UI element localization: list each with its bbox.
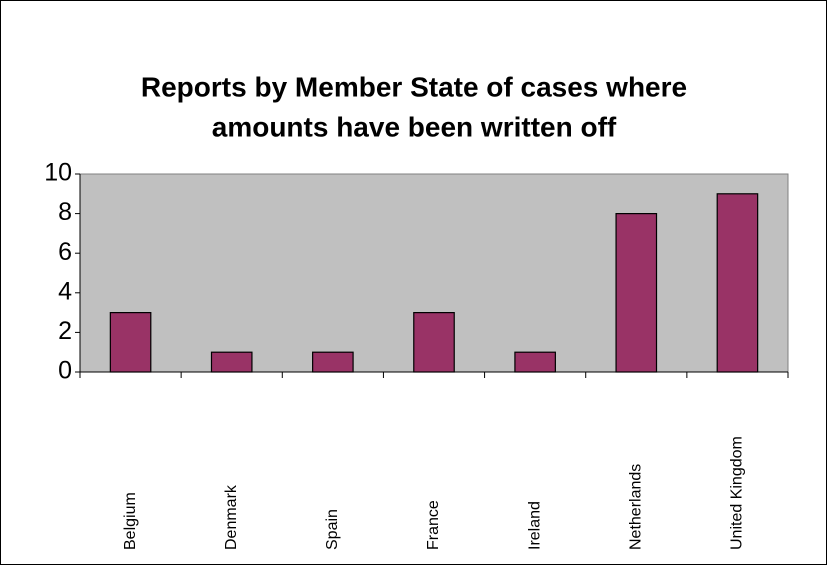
- bar: [413, 312, 455, 373]
- y-tick-label: 4: [58, 277, 72, 305]
- y-tick-label: 6: [58, 238, 72, 266]
- bar: [312, 351, 354, 373]
- chart-title: amounts have been written off: [212, 111, 617, 142]
- x-tick-label: Spain: [324, 509, 341, 550]
- x-tick-label: Netherlands: [628, 464, 645, 550]
- y-tick-label: 10: [44, 159, 72, 187]
- chart-title: Reports by Member State of cases where: [141, 71, 687, 102]
- bar: [109, 312, 152, 373]
- bar: [615, 213, 658, 373]
- bar: [716, 193, 759, 373]
- x-tick-label: Denmark: [223, 484, 240, 550]
- bar: [514, 351, 556, 373]
- y-tick-label: 0: [58, 357, 72, 385]
- x-tick-label: United Kingdom: [729, 436, 746, 550]
- x-tick-label: France: [425, 500, 442, 550]
- y-tick-label: 8: [58, 198, 72, 226]
- x-tick-label: Belgium: [122, 492, 139, 550]
- x-tick-label: Ireland: [526, 501, 543, 550]
- y-tick-label: 2: [58, 317, 72, 345]
- bar: [210, 351, 253, 373]
